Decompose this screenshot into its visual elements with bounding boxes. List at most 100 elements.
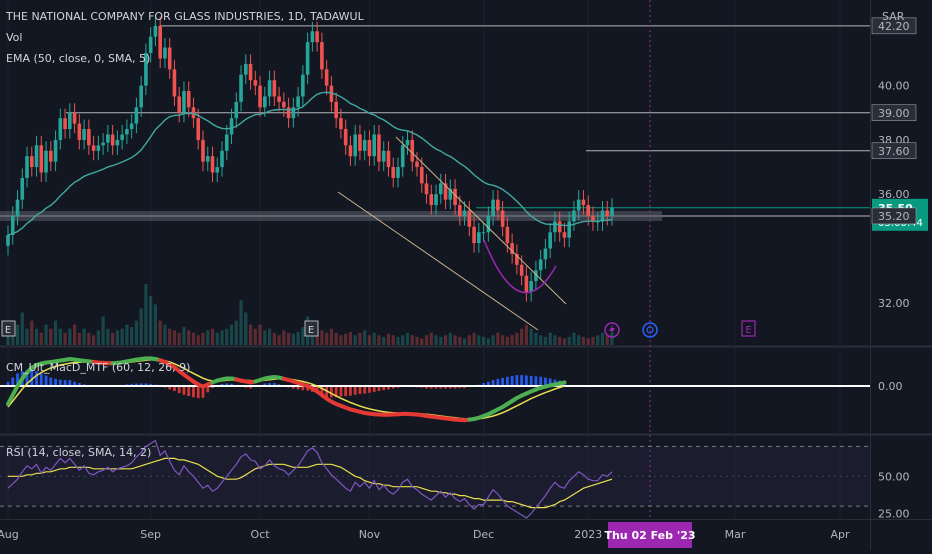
candle[interactable]: [158, 26, 162, 59]
candle[interactable]: [553, 221, 557, 232]
candle[interactable]: [296, 96, 300, 107]
candle[interactable]: [97, 145, 101, 150]
candle[interactable]: [106, 134, 110, 142]
candle[interactable]: [125, 129, 129, 134]
candle[interactable]: [234, 102, 238, 118]
candle[interactable]: [206, 156, 210, 161]
candle[interactable]: [349, 145, 353, 156]
candle[interactable]: [154, 26, 158, 37]
candle[interactable]: [368, 140, 372, 156]
candle[interactable]: [377, 134, 381, 161]
candle[interactable]: [273, 80, 277, 96]
candle[interactable]: [506, 227, 510, 243]
candle[interactable]: [92, 145, 96, 150]
candle[interactable]: [187, 91, 191, 107]
candle[interactable]: [54, 140, 58, 162]
candle[interactable]: [539, 259, 543, 270]
candle[interactable]: [501, 211, 505, 227]
candle[interactable]: [311, 31, 315, 42]
candle[interactable]: [563, 232, 567, 237]
candle[interactable]: [101, 143, 105, 146]
candle[interactable]: [139, 86, 143, 108]
candle[interactable]: [425, 183, 429, 194]
candle[interactable]: [463, 211, 467, 216]
candle[interactable]: [429, 194, 433, 205]
candle[interactable]: [120, 134, 124, 139]
candle[interactable]: [396, 167, 400, 178]
candle[interactable]: [168, 48, 172, 70]
candle[interactable]: [130, 124, 134, 129]
candle[interactable]: [63, 118, 67, 129]
candle[interactable]: [263, 96, 267, 107]
candle[interactable]: [258, 86, 262, 108]
candle[interactable]: [363, 140, 367, 151]
candle[interactable]: [458, 205, 462, 216]
candle[interactable]: [572, 211, 576, 222]
candle[interactable]: [468, 211, 472, 227]
candle[interactable]: [163, 48, 167, 59]
candle[interactable]: [344, 129, 348, 145]
candle[interactable]: [135, 107, 139, 123]
candle[interactable]: [529, 281, 533, 292]
candle[interactable]: [610, 208, 614, 216]
candle[interactable]: [320, 42, 324, 69]
candle[interactable]: [30, 156, 34, 167]
candle[interactable]: [353, 134, 357, 156]
candle[interactable]: [567, 221, 571, 237]
candle[interactable]: [44, 151, 48, 173]
candle[interactable]: [544, 249, 548, 260]
candle[interactable]: [220, 151, 224, 167]
candle[interactable]: [577, 200, 581, 211]
candle[interactable]: [111, 134, 115, 145]
candle[interactable]: [277, 96, 281, 101]
candle[interactable]: [439, 183, 443, 194]
candle[interactable]: [401, 145, 405, 167]
candle[interactable]: [254, 80, 258, 85]
candle[interactable]: [325, 69, 329, 85]
candle[interactable]: [548, 232, 552, 248]
candle[interactable]: [491, 200, 495, 216]
candle[interactable]: [372, 134, 376, 156]
candle[interactable]: [472, 227, 476, 243]
candle[interactable]: [434, 194, 438, 205]
candle[interactable]: [391, 167, 395, 178]
candle[interactable]: [520, 265, 524, 276]
candle[interactable]: [249, 64, 253, 80]
candle[interactable]: [387, 151, 391, 167]
candle[interactable]: [406, 140, 410, 145]
candle[interactable]: [496, 200, 500, 211]
candle[interactable]: [244, 64, 248, 75]
candle[interactable]: [39, 145, 43, 172]
candle[interactable]: [601, 211, 605, 222]
candle[interactable]: [287, 107, 291, 118]
candle[interactable]: [116, 140, 120, 145]
candle[interactable]: [410, 140, 414, 162]
candle[interactable]: [192, 107, 196, 118]
candle[interactable]: [420, 167, 424, 183]
candle[interactable]: [268, 80, 272, 96]
candle[interactable]: [211, 156, 215, 172]
candle[interactable]: [301, 75, 305, 97]
candle[interactable]: [68, 113, 72, 129]
candle[interactable]: [482, 232, 486, 233]
candle[interactable]: [49, 151, 53, 162]
candle[interactable]: [415, 162, 419, 167]
candle[interactable]: [16, 200, 20, 216]
candle[interactable]: [173, 69, 177, 96]
candle[interactable]: [582, 200, 586, 205]
candle[interactable]: [230, 118, 234, 134]
candle[interactable]: [225, 134, 229, 150]
candle[interactable]: [78, 124, 82, 140]
candle[interactable]: [334, 102, 338, 118]
candle[interactable]: [315, 31, 319, 42]
candle[interactable]: [339, 118, 343, 129]
candle[interactable]: [196, 118, 200, 140]
candle[interactable]: [358, 134, 362, 150]
candle[interactable]: [149, 37, 153, 53]
candle[interactable]: [182, 91, 186, 113]
candle[interactable]: [306, 42, 310, 75]
candle[interactable]: [35, 145, 39, 167]
candle[interactable]: [239, 75, 243, 102]
candle[interactable]: [11, 216, 15, 235]
